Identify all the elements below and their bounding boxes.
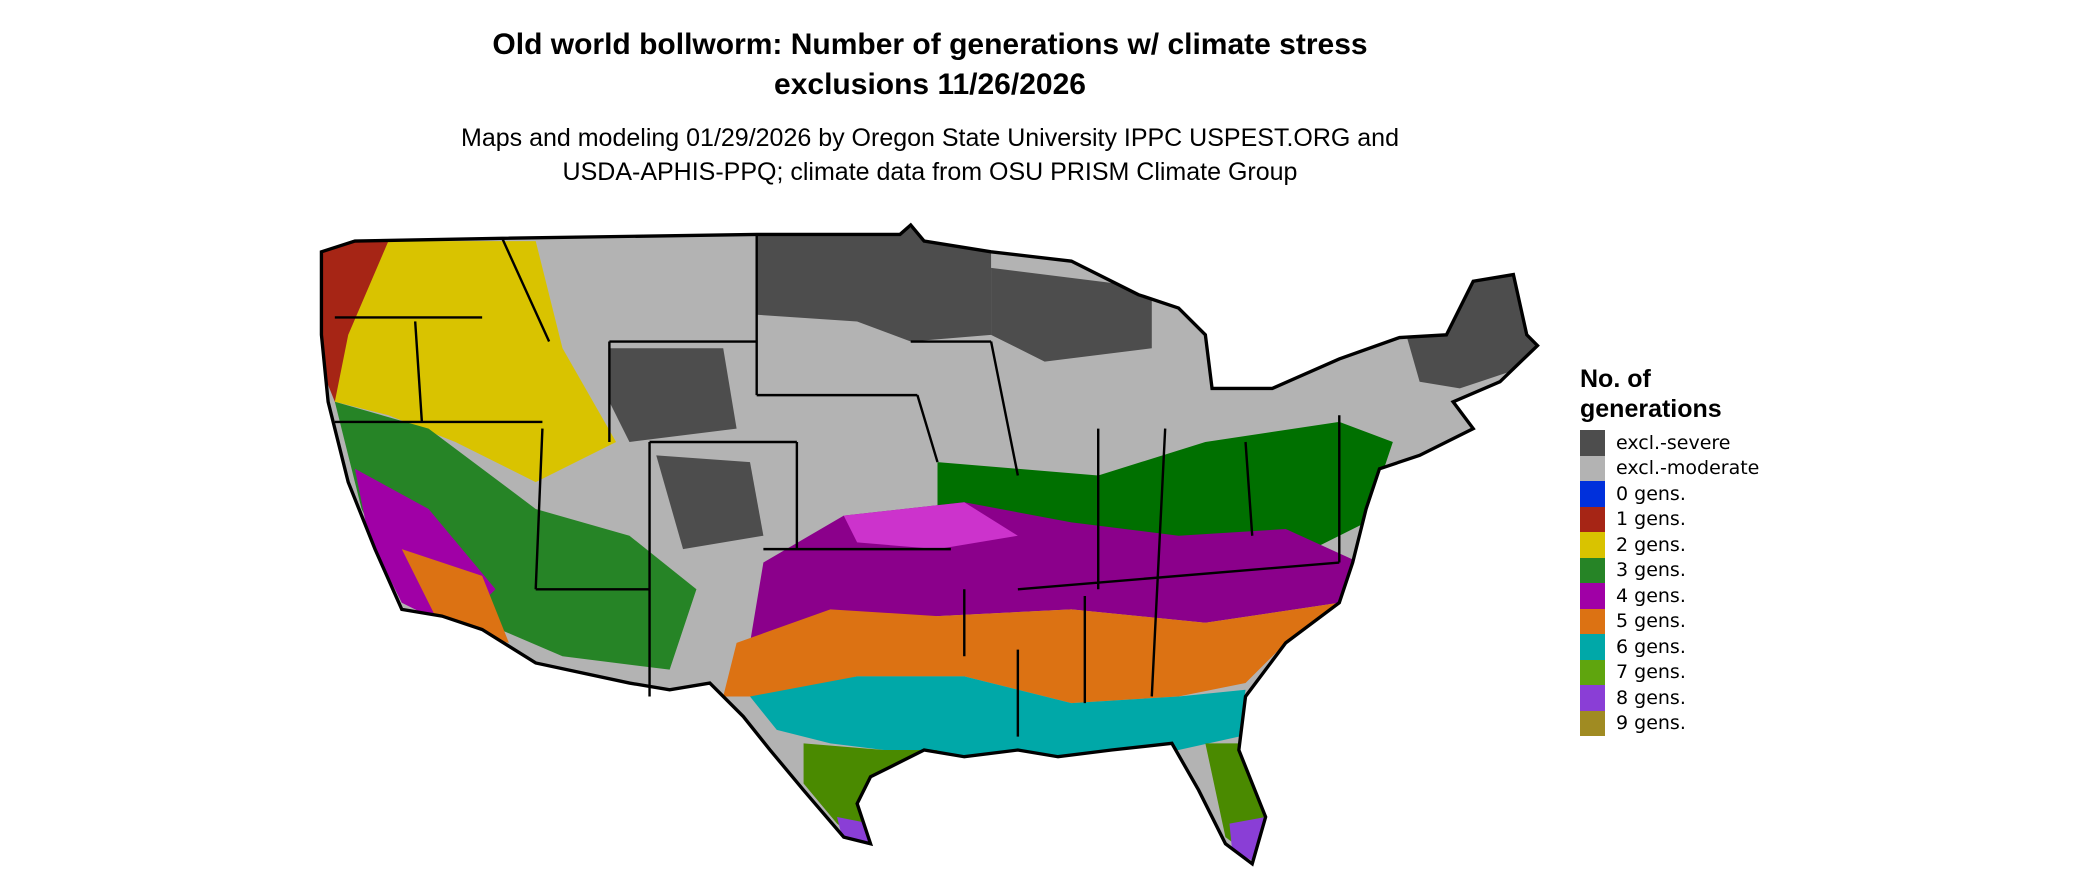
legend-item: excl.-severe: [1580, 430, 1759, 456]
map-title-line-2: exclusions 11/26/2026: [774, 68, 1086, 101]
legend-label: 3 gens.: [1616, 559, 1686, 582]
legend-label: 4 gens.: [1616, 584, 1686, 607]
legend-swatch: [1580, 583, 1605, 609]
legend-item: 3 gens.: [1580, 557, 1759, 583]
legend-label: 6 gens.: [1616, 635, 1686, 658]
region-5gen-southwest: [401, 549, 509, 643]
legend: No. of generations excl.-severe excl.-mod…: [1580, 364, 1759, 736]
legend-item: 0 gens.: [1580, 481, 1759, 507]
legend-label: 0 gens.: [1616, 482, 1686, 505]
legend-label: 5 gens.: [1616, 610, 1686, 633]
legend-swatch: [1580, 532, 1605, 558]
legend-item: excl.-moderate: [1580, 455, 1760, 481]
legend-items: excl.-severe excl.-moderate 0 gens. 1 gens.…: [1580, 430, 1759, 736]
region-5gen-southeast: [723, 602, 1340, 704]
legend-item: 9 gens.: [1580, 710, 1759, 736]
legend-label: excl.-moderate: [1616, 457, 1760, 480]
region-3gen-west: [334, 401, 697, 670]
legend-label: 9 gens.: [1616, 712, 1686, 735]
region-excl-severe-great-lakes: [991, 267, 1152, 362]
legend-swatch: [1580, 430, 1605, 456]
legend-swatch: [1580, 608, 1605, 634]
legend-swatch: [1580, 659, 1605, 685]
legend-title-line-2: generations: [1580, 395, 1722, 423]
region-7gen-texas: [803, 743, 938, 844]
legend-item: 4 gens.: [1580, 583, 1759, 609]
legend-label: 7 gens.: [1616, 661, 1686, 684]
legend-label: 8 gens.: [1616, 686, 1686, 709]
region-6gen-gulf: [750, 676, 1246, 764]
legend-swatch: [1580, 481, 1605, 507]
legend-item: 5 gens.: [1580, 608, 1759, 634]
legend-label: excl.-severe: [1616, 431, 1731, 454]
legend-item: 8 gens.: [1580, 685, 1759, 711]
legend-item: 1 gens.: [1580, 506, 1759, 532]
region-4gen-highlight: [843, 502, 1018, 550]
legend-swatch: [1580, 455, 1605, 481]
legend-swatch: [1580, 557, 1605, 583]
region-excl-severe-wyoming: [609, 348, 737, 442]
legend-swatch: [1580, 710, 1605, 736]
legend-item: 2 gens.: [1580, 532, 1759, 558]
map-subtitle-line-2: USDA-APHIS-PPQ; climate data from OSU PR…: [562, 158, 1298, 186]
state-borders: [334, 234, 1341, 737]
region-excl-severe-colorado: [656, 455, 764, 550]
legend-swatch: [1580, 506, 1605, 532]
map-subtitle-line-1: Maps and modeling 01/29/2026 by Oregon S…: [461, 124, 1399, 152]
legend-label: 2 gens.: [1616, 533, 1686, 556]
legend-title-line-1: No. of: [1580, 365, 1651, 393]
region-excl-severe-north: [756, 227, 992, 342]
legend-label: 1 gens.: [1616, 508, 1686, 531]
legend-swatch: [1580, 634, 1605, 660]
legend-item: 7 gens.: [1580, 659, 1759, 685]
legend-item: 6 gens.: [1580, 634, 1759, 660]
map-title-line-1: Old world bollworm: Number of generation…: [492, 28, 1368, 61]
legend-swatch: [1580, 685, 1605, 711]
